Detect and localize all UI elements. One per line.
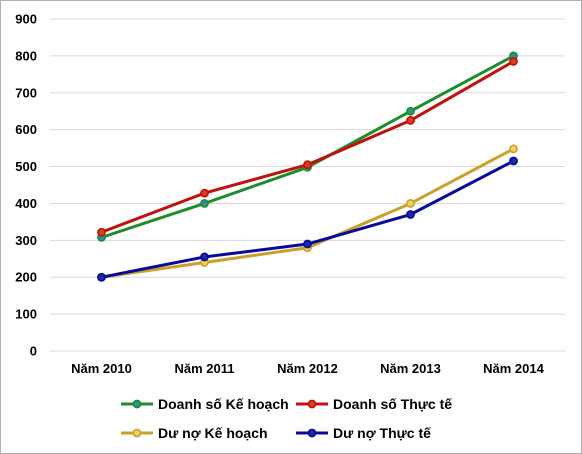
- series-line: [100, 60, 515, 234]
- data-point: [406, 106, 415, 116]
- legend: Doanh số Kế hoạch Doanh số Thực tế Dư nợ K…: [121, 396, 452, 441]
- data-point: [200, 252, 209, 262]
- data-point: [406, 116, 415, 125]
- x-tick-label: Năm 2011: [175, 361, 235, 376]
- x-axis-ticks: Năm 2010 Năm 2011 Năm 2012 Năm 2013 Năm 2014: [71, 361, 544, 376]
- y-tick-label: 0: [30, 344, 37, 359]
- x-tick-label: Năm 2014: [483, 361, 544, 376]
- x-tick-label: Năm 2010: [71, 361, 132, 376]
- y-tick-label: 100: [15, 307, 37, 322]
- data-point: [200, 188, 209, 198]
- data-point: [406, 199, 415, 208]
- data-point: [509, 57, 518, 66]
- legend-label: Dư nợ Thực tế: [333, 425, 431, 441]
- y-tick-label: 200: [15, 270, 37, 285]
- y-tick-label: 400: [15, 196, 37, 211]
- y-tick-label: 700: [15, 85, 37, 100]
- data-point: [97, 272, 106, 282]
- data-point: [406, 210, 415, 219]
- y-tick-label: 900: [15, 12, 37, 27]
- legend-marker: [132, 399, 142, 409]
- y-tick-label: 600: [15, 122, 37, 137]
- legend-label: Doanh số Thực tế: [333, 396, 452, 412]
- y-tick-label: 500: [15, 159, 37, 174]
- data-point: [509, 144, 518, 154]
- series-line: [101, 159, 515, 279]
- data-point: [509, 156, 518, 166]
- data-point: [303, 239, 312, 249]
- legend-marker: [307, 399, 317, 409]
- series-lines: [97, 51, 518, 282]
- legend-marker: [307, 428, 317, 438]
- x-tick-label: Năm 2012: [277, 361, 338, 376]
- legend-label: Doanh số Kế hoạch: [158, 396, 289, 412]
- x-tick-label: Năm 2013: [380, 361, 441, 376]
- data-point: [200, 199, 209, 208]
- y-axis-ticks: 0 100 200 300 400 500 600 700 800 900: [15, 12, 37, 359]
- data-point: [97, 227, 106, 237]
- y-tick-label: 800: [15, 48, 37, 63]
- legend-marker: [132, 428, 142, 438]
- legend-label: Dư nợ Kế hoạch: [158, 425, 268, 441]
- y-tick-label: 300: [15, 233, 37, 248]
- data-point: [303, 160, 312, 170]
